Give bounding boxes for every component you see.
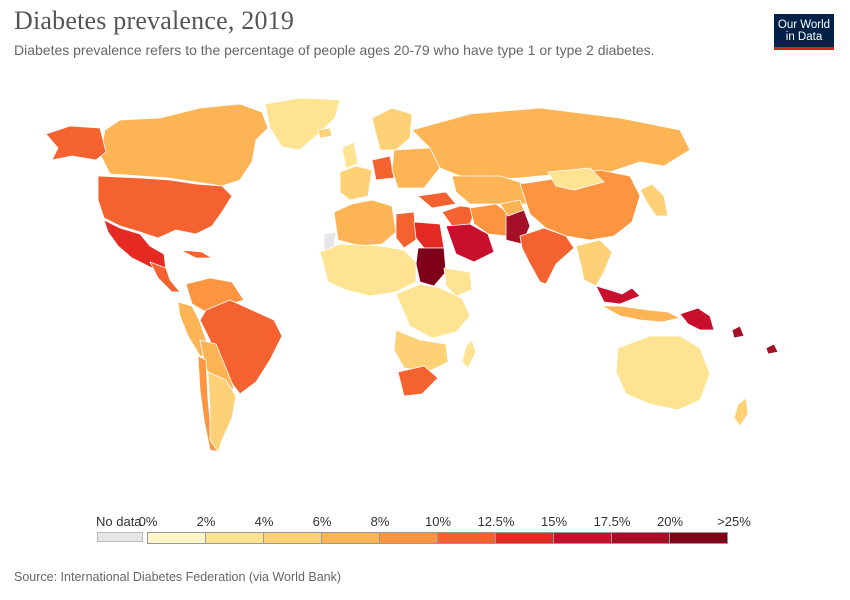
country-scandinavia[interactable]: Scandinavia	[371, 107, 413, 151]
country-papua-new-guinea[interactable]: Papua New Guinea	[679, 307, 715, 331]
country-south-africa[interactable]: South Africa	[397, 365, 439, 397]
country-united-states[interactable]: United States	[97, 175, 233, 239]
legend-swatch-1[interactable]	[205, 532, 264, 544]
legend-tick-label: 12.5%	[477, 514, 515, 529]
country-southern-africa[interactable]: Southern Africa	[393, 329, 449, 373]
country-mongolia[interactable]: Mongolia	[547, 167, 605, 191]
country-ethiopia[interactable]: Ethiopia	[443, 267, 473, 297]
legend-swatch-7[interactable]	[553, 532, 612, 544]
legend-swatch-6[interactable]	[495, 532, 554, 544]
legend-tick-label: 20%	[656, 514, 684, 529]
country-alaska-united-states[interactable]: Alaska (United States)	[45, 125, 107, 161]
legend-no-data-swatch[interactable]	[97, 532, 143, 542]
source-note: Source: International Diabetes Federatio…	[14, 570, 342, 584]
country-pacific-islands[interactable]: Pacific islands	[731, 325, 779, 355]
country-turkey[interactable]: Turkey	[417, 191, 457, 209]
country-united-kingdom-ireland[interactable]: United Kingdom/Ireland	[341, 141, 359, 169]
country-southeast-asia[interactable]: Southeast Asia	[575, 239, 613, 287]
world-map: GreenlandCanadaAlaska (United States) Uni…	[0, 90, 850, 510]
legend-tick-label: 8%	[370, 514, 390, 529]
legend-swatch-9[interactable]	[669, 532, 728, 544]
country-madagascar[interactable]: Madagascar	[461, 339, 477, 369]
legend-swatch-5[interactable]	[437, 532, 496, 544]
chart-subtitle: Diabetes prevalence refers to the percen…	[14, 42, 655, 58]
legend-swatch-4[interactable]	[379, 532, 438, 544]
country-saudi-arabia-gulf[interactable]: Saudi Arabia / Gulf	[445, 223, 495, 263]
country-afghanistan[interactable]: Afghanistan	[499, 199, 525, 217]
legend: No data 0% 2% 4% 6% 8% 10% 12.5% 15% 17.5% 20% >25…	[96, 514, 776, 554]
legend-swatch-8[interactable]	[611, 532, 670, 544]
country-new-zealand[interactable]: New Zealand	[733, 397, 749, 427]
country-canada[interactable]: Canada	[99, 103, 269, 187]
legend-swatch-0[interactable]	[147, 532, 206, 544]
country-libya[interactable]: Libya	[395, 211, 417, 249]
country-central-america[interactable]: Central America	[149, 261, 181, 293]
legend-tick-label: 4%	[254, 514, 274, 529]
legend-tick-label: 10%	[424, 514, 452, 529]
legend-color-bar	[147, 532, 728, 544]
country-caribbean[interactable]: Caribbean	[179, 249, 213, 259]
country-central-east-africa[interactable]: Central & East Africa	[395, 283, 471, 339]
country-indonesia[interactable]: Indonesia	[601, 305, 681, 323]
country-malaysia[interactable]: Malaysia	[595, 285, 641, 305]
legend-swatch-3[interactable]	[321, 532, 380, 544]
legend-tick-label: 17.5%	[593, 514, 631, 529]
country-iceland[interactable]: Iceland	[317, 127, 333, 139]
legend-tick-label: 6%	[312, 514, 332, 529]
country-korea-japan[interactable]: Korea/Japan	[639, 183, 669, 217]
country-australia[interactable]: Australia	[615, 335, 711, 411]
legend-tick-label: 2%	[196, 514, 216, 529]
legend-no-data-label: No data	[96, 514, 142, 529]
legend-tick-label: >25%	[717, 514, 751, 529]
legend-tick-label: 15%	[540, 514, 568, 529]
logo-line-2: in Data	[785, 31, 823, 43]
country-western-europe[interactable]: Western Europe	[339, 165, 373, 201]
country-germany[interactable]: Germany	[371, 155, 395, 181]
legend-tick-label: 0%	[138, 514, 158, 529]
chart-title: Diabetes prevalence, 2019	[14, 6, 295, 35]
legend-swatch-2[interactable]	[263, 532, 322, 544]
country-chile[interactable]: Chile	[197, 355, 221, 453]
logo-line-1: Our World	[777, 19, 831, 31]
owid-logo[interactable]: Our World in Data	[774, 14, 834, 50]
country-greenland[interactable]: Greenland	[264, 97, 341, 151]
country-argentina[interactable]: Argentina	[207, 371, 237, 453]
country-west-africa-sahel[interactable]: West Africa / Sahel	[319, 243, 417, 297]
country-brazil[interactable]: Brazil	[199, 299, 283, 395]
country-russia[interactable]: Russia	[411, 107, 691, 181]
